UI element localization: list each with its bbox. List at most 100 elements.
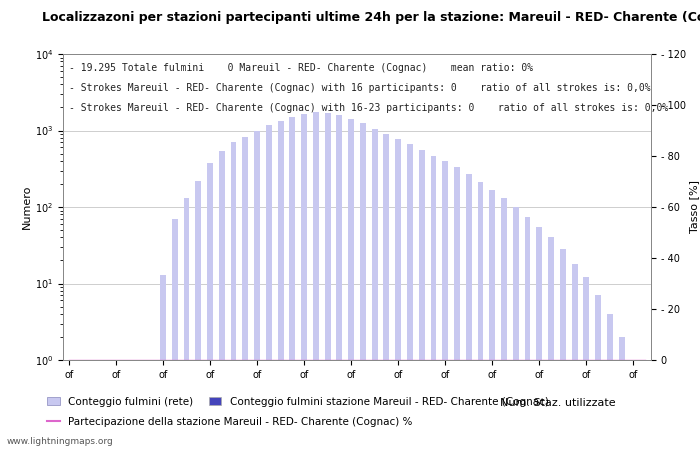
Bar <box>113 372 119 450</box>
Bar <box>183 198 190 450</box>
Bar <box>489 190 495 450</box>
Bar <box>266 125 272 450</box>
Bar <box>78 372 83 450</box>
Bar <box>372 372 377 450</box>
Bar <box>395 139 401 450</box>
Bar <box>477 372 484 450</box>
Bar <box>607 314 612 450</box>
Bar <box>536 227 542 450</box>
Bar <box>419 150 425 450</box>
Bar <box>619 337 624 450</box>
Bar <box>325 372 330 450</box>
Bar <box>337 115 342 450</box>
Bar <box>489 372 495 450</box>
Bar <box>301 372 307 450</box>
Bar <box>583 278 589 450</box>
Bar <box>348 119 354 450</box>
Bar <box>631 372 636 450</box>
Bar <box>384 372 389 450</box>
Bar <box>66 372 72 450</box>
Bar <box>348 372 354 450</box>
Bar <box>66 372 72 450</box>
Bar <box>524 372 531 450</box>
Bar <box>172 219 178 450</box>
Bar <box>572 264 578 450</box>
Bar <box>595 295 601 450</box>
Bar <box>125 372 131 450</box>
Bar <box>230 142 237 450</box>
Bar <box>631 360 636 450</box>
Bar <box>642 372 648 450</box>
Text: - Strokes Mareuil - RED- Charente (Cognac) with 16 participants: 0    ratio of a: - Strokes Mareuil - RED- Charente (Cogna… <box>69 83 650 93</box>
Bar <box>219 372 225 450</box>
Bar <box>642 372 648 450</box>
Bar <box>466 372 472 450</box>
Bar <box>183 372 190 450</box>
Bar <box>524 216 531 450</box>
Bar <box>172 372 178 450</box>
Y-axis label: Tasso [%]: Tasso [%] <box>689 180 699 234</box>
Bar <box>278 121 284 450</box>
Bar <box>160 372 166 450</box>
Bar <box>536 372 542 450</box>
Bar <box>102 372 107 450</box>
Bar <box>513 207 519 450</box>
Bar <box>572 372 578 450</box>
Y-axis label: Numero: Numero <box>22 185 32 229</box>
Bar <box>113 372 119 450</box>
Bar <box>289 117 295 450</box>
Text: - 19.295 Totale fulmini    0 Mareuil - RED- Charente (Cognac)    mean ratio: 0%: - 19.295 Totale fulmini 0 Mareuil - RED-… <box>69 63 533 73</box>
Bar <box>430 156 436 450</box>
Bar <box>419 372 425 450</box>
Bar <box>325 113 330 450</box>
Bar <box>477 182 484 450</box>
Bar <box>148 372 154 450</box>
Bar <box>548 372 554 450</box>
Bar <box>254 130 260 450</box>
Bar <box>360 372 366 450</box>
Bar <box>195 181 201 450</box>
Bar <box>513 372 519 450</box>
Bar <box>207 372 213 450</box>
Bar <box>337 372 342 450</box>
Bar <box>466 174 472 450</box>
Bar <box>501 198 507 450</box>
Bar <box>560 249 566 450</box>
Bar <box>501 372 507 450</box>
Bar <box>207 162 213 450</box>
Legend: Partecipazione della stazione Mareuil - RED- Charente (Cognac) %: Partecipazione della stazione Mareuil - … <box>47 417 412 427</box>
Text: Localizzazoni per stazioni partecipanti ultime 24h per la stazione: Mareuil - RE: Localizzazoni per stazioni partecipanti … <box>42 11 700 24</box>
Bar <box>407 372 413 450</box>
Bar <box>289 372 295 450</box>
Bar <box>583 372 589 450</box>
Bar <box>125 372 131 450</box>
Bar <box>90 372 95 450</box>
Bar <box>372 129 377 450</box>
Bar <box>301 114 307 450</box>
Bar <box>219 151 225 450</box>
Bar <box>454 167 460 450</box>
Bar <box>278 372 284 450</box>
Bar <box>148 372 154 450</box>
Bar <box>242 372 248 450</box>
Bar <box>242 137 248 450</box>
Bar <box>407 144 413 450</box>
Bar <box>560 372 566 450</box>
Bar <box>548 238 554 450</box>
Bar <box>90 372 95 450</box>
Bar <box>454 372 460 450</box>
Bar <box>102 372 107 450</box>
Bar <box>395 372 401 450</box>
Bar <box>313 372 319 450</box>
Bar <box>607 372 612 450</box>
Bar <box>313 112 319 450</box>
Bar <box>360 123 366 450</box>
Text: - Strokes Mareuil - RED- Charente (Cognac) with 16-23 participants: 0    ratio o: - Strokes Mareuil - RED- Charente (Cogna… <box>69 103 668 113</box>
Bar <box>136 372 142 450</box>
Bar <box>266 372 272 450</box>
Bar <box>619 372 624 450</box>
Bar <box>136 372 142 450</box>
Bar <box>430 372 436 450</box>
Bar <box>160 275 166 450</box>
Bar <box>78 372 83 450</box>
